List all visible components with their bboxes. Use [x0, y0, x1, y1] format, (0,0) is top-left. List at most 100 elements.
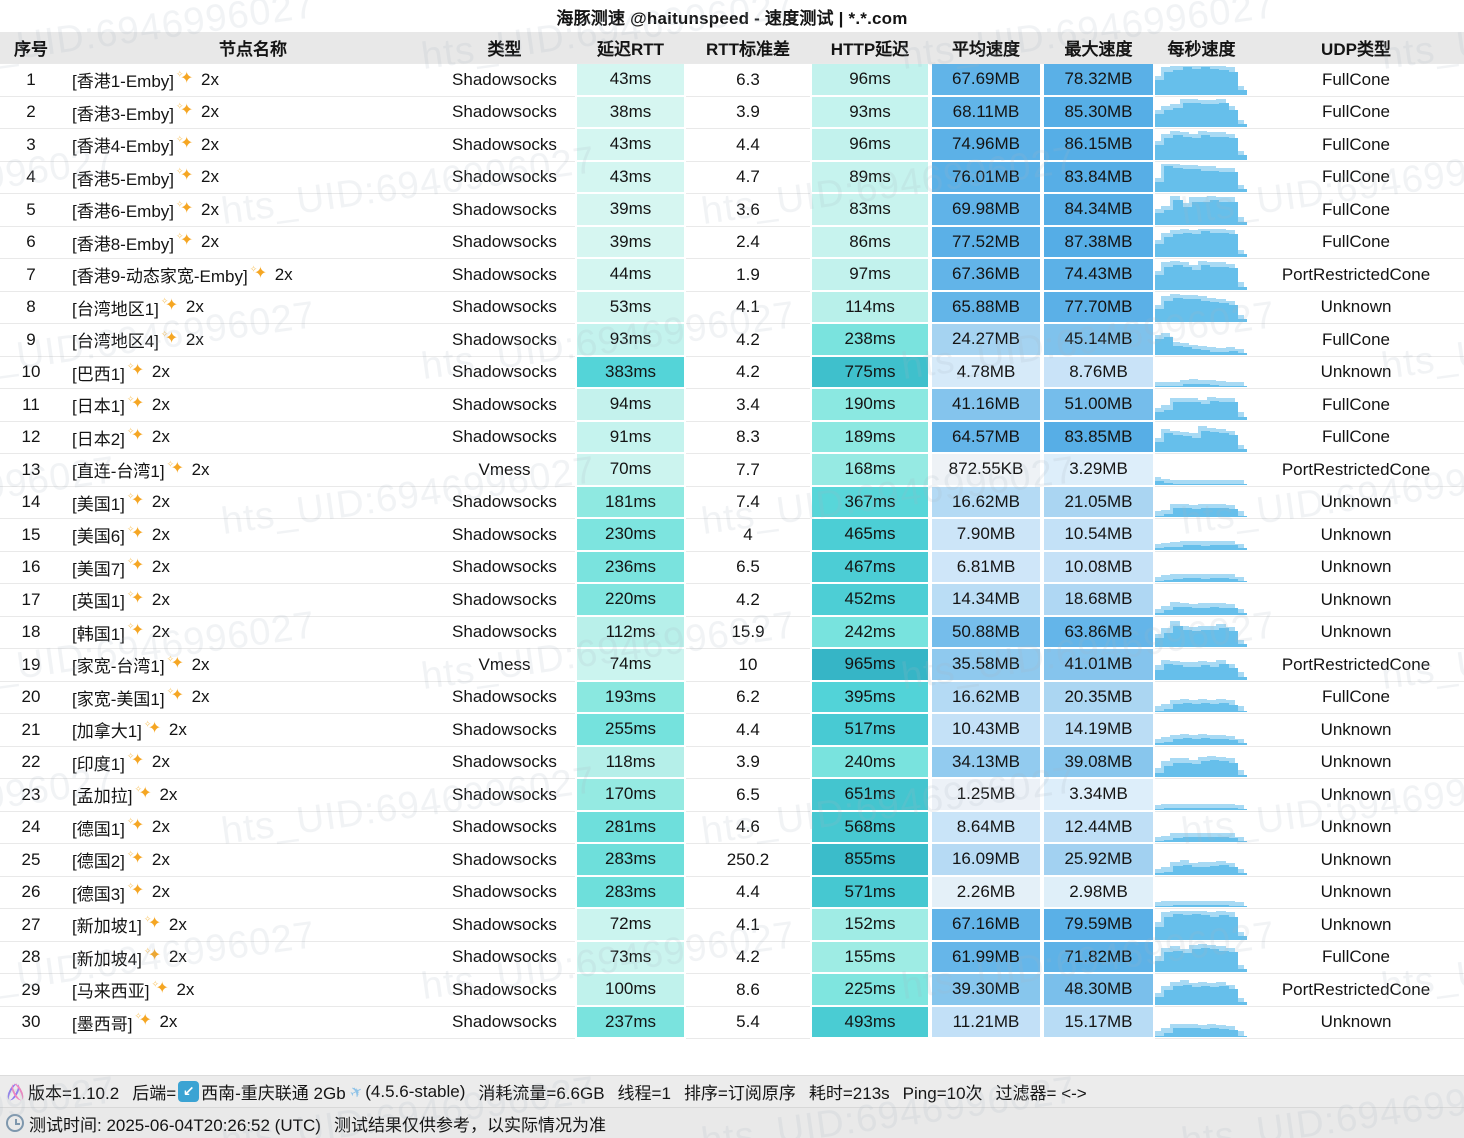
col-header-rtt-stddev: RTT标准差 — [686, 32, 810, 64]
row-index: 24 — [0, 812, 62, 844]
node-name: [德国2] ✦ ✧ 2x — [62, 844, 434, 877]
node-type-cell: Shadowsocks — [434, 97, 575, 129]
node-type-cell: Shadowsocks — [434, 357, 575, 389]
avg-speed-cell: 1.25MB — [930, 779, 1042, 812]
max-speed-cell: 77.70MB — [1042, 291, 1155, 324]
max-speed-cell: 25.92MB — [1042, 844, 1155, 877]
max-speed-cell: 2.98MB — [1042, 876, 1155, 909]
avg-speed-cell: 10.43MB — [930, 714, 1042, 747]
sparkles-icon: ✦ ✧ — [176, 133, 194, 152]
avg-speed-cell: 67.69MB — [930, 64, 1042, 97]
speed-sparkline — [1155, 974, 1248, 1007]
http-latency-cell: 93ms — [810, 96, 930, 129]
node-type-cell: Shadowsocks — [434, 227, 575, 259]
table-row: 10 [巴西1] ✦ ✧ 2x Shadowsocks 383ms 4.2 775… — [0, 356, 1464, 389]
rtt-stddev-cell: 4.4 — [686, 129, 810, 162]
sparkles-icon: ✦ ✧ — [176, 68, 194, 87]
col-header-index: 序号 — [0, 32, 62, 64]
rtt-stddev-cell: 4.2 — [686, 942, 810, 974]
footer-backend-name: 西南-重庆联通 2Gb — [201, 1084, 346, 1103]
table-row: 3 [香港4-Emby] ✦ ✧ 2x Shadowsocks 43ms 4.4 … — [0, 129, 1464, 162]
rtt-cell: 100ms — [575, 974, 686, 1007]
http-latency-cell: 152ms — [810, 909, 930, 942]
footer-sort: 排序=订阅原序 — [683, 1084, 796, 1103]
rtt-cell: 118ms — [575, 746, 686, 779]
table-row: 18 [韩国1] ✦ ✧ 2x Shadowsocks 112ms 15.9 24… — [0, 616, 1464, 649]
sparkles-icon: ✦ ✧ — [176, 166, 194, 185]
http-latency-cell: 168ms — [810, 454, 930, 487]
http-latency-cell: 493ms — [810, 1006, 930, 1039]
udp-type-cell: Unknown — [1248, 812, 1464, 844]
node-type-cell: Vmess — [434, 454, 575, 487]
sparkles-icon: ✦ ✧ — [126, 816, 145, 835]
node-name: [香港5-Emby] ✦ ✧ 2x — [62, 162, 434, 194]
rtt-stddev-cell: 6.5 — [686, 779, 810, 812]
row-index: 14 — [0, 487, 62, 519]
udp-type-cell: Unknown — [1248, 714, 1464, 747]
speed-sparkline — [1155, 357, 1248, 389]
table-header: 序号 节点名称 类型 延迟RTT RTT标准差 HTTP延迟 平均速度 最大速度… — [0, 32, 1464, 64]
avg-speed-cell: 39.30MB — [930, 974, 1042, 1007]
rtt-cell: 281ms — [575, 811, 686, 844]
avg-speed-cell: 11.21MB — [930, 1006, 1042, 1039]
rtt-cell: 283ms — [575, 876, 686, 909]
http-latency-cell: 965ms — [810, 649, 930, 682]
node-name: [台湾地区4] ✦ ✧ 2x — [62, 324, 434, 357]
plane-icon: ✈ — [346, 1081, 366, 1103]
avg-speed-cell: 34.13MB — [930, 746, 1042, 779]
speed-sparkline — [1155, 877, 1248, 909]
node-type-cell: Shadowsocks — [434, 779, 575, 812]
footer-test-time: 测试时间: 2025-06-04T20:26:52 (UTC) — [29, 1115, 321, 1135]
node-name: [日本2] ✦ ✧ 2x — [62, 422, 434, 454]
row-index: 28 — [0, 942, 62, 974]
node-name: [美国6] ✦ ✧ 2x — [62, 519, 434, 552]
node-type-cell: Shadowsocks — [434, 64, 575, 97]
udp-type-cell: FullCone — [1248, 194, 1464, 227]
row-index: 18 — [0, 617, 62, 649]
udp-type-cell: Unknown — [1248, 584, 1464, 617]
udp-type-cell: PortRestrictedCone — [1248, 259, 1464, 292]
speed-sparkline — [1155, 422, 1248, 454]
rtt-cell: 39ms — [575, 194, 686, 227]
speed-sparkline — [1155, 844, 1248, 877]
http-latency-cell: 114ms — [810, 291, 930, 324]
table-row: 24 [德国1] ✦ ✧ 2x Shadowsocks 281ms 4.6 568… — [0, 811, 1464, 844]
udp-type-cell: Unknown — [1248, 487, 1464, 519]
table-row: 6 [香港8-Emby] ✦ ✧ 2x Shadowsocks 39ms 2.4 … — [0, 226, 1464, 259]
node-name: [台湾地区1] ✦ ✧ 2x — [62, 292, 434, 324]
rtt-stddev-cell: 10 — [686, 649, 810, 682]
table-row: 28 [新加坡4] ✦ ✧ 2x Shadowsocks 73ms 4.2 155… — [0, 941, 1464, 974]
max-speed-cell: 14.19MB — [1042, 714, 1155, 747]
avg-speed-cell: 24.27MB — [930, 324, 1042, 357]
node-type-cell: Shadowsocks — [434, 162, 575, 194]
rtt-stddev-cell: 5.4 — [686, 1007, 810, 1039]
row-index: 21 — [0, 714, 62, 747]
table-row: 19 [家宽-台湾1] ✦ ✧ 2x Vmess 74ms 10 965ms 35… — [0, 649, 1464, 682]
rtt-cell: 43ms — [575, 161, 686, 194]
udp-type-cell: FullCone — [1248, 324, 1464, 357]
http-latency-cell: 86ms — [810, 226, 930, 259]
footer-backend-version: (4.5.6-stable) — [365, 1081, 466, 1101]
node-name: [香港6-Emby] ✦ ✧ 2x — [62, 194, 434, 227]
max-speed-cell: 39.08MB — [1042, 746, 1155, 779]
sparkles-icon: ✦ ✧ — [166, 686, 184, 705]
udp-type-cell: Unknown — [1248, 909, 1464, 942]
speed-sparkline — [1155, 162, 1248, 194]
max-speed-cell: 10.08MB — [1042, 551, 1155, 584]
col-header-type: 类型 — [434, 32, 575, 64]
speed-sparkline — [1155, 682, 1248, 714]
http-latency-cell: 467ms — [810, 551, 930, 584]
footer-ping: Ping=10次 — [902, 1084, 983, 1103]
udp-type-cell: Unknown — [1248, 292, 1464, 324]
table-row: 23 [孟加拉] ✦ ✧ 2x Shadowsocks 170ms 6.5 651… — [0, 779, 1464, 812]
node-name: [韩国1] ✦ ✧ 2x — [62, 617, 434, 649]
backend-arrow-icon: ↙ — [178, 1081, 200, 1102]
rtt-stddev-cell: 4.1 — [686, 292, 810, 324]
rtt-cell: 383ms — [575, 356, 686, 389]
speed-sparkline — [1155, 454, 1248, 487]
node-type-cell: Shadowsocks — [434, 747, 575, 779]
footer-traffic: 消耗流量=6.6GB — [478, 1084, 605, 1103]
speed-sparkline — [1155, 1007, 1248, 1039]
speed-sparkline — [1155, 617, 1248, 649]
avg-speed-cell: 69.98MB — [930, 194, 1042, 227]
